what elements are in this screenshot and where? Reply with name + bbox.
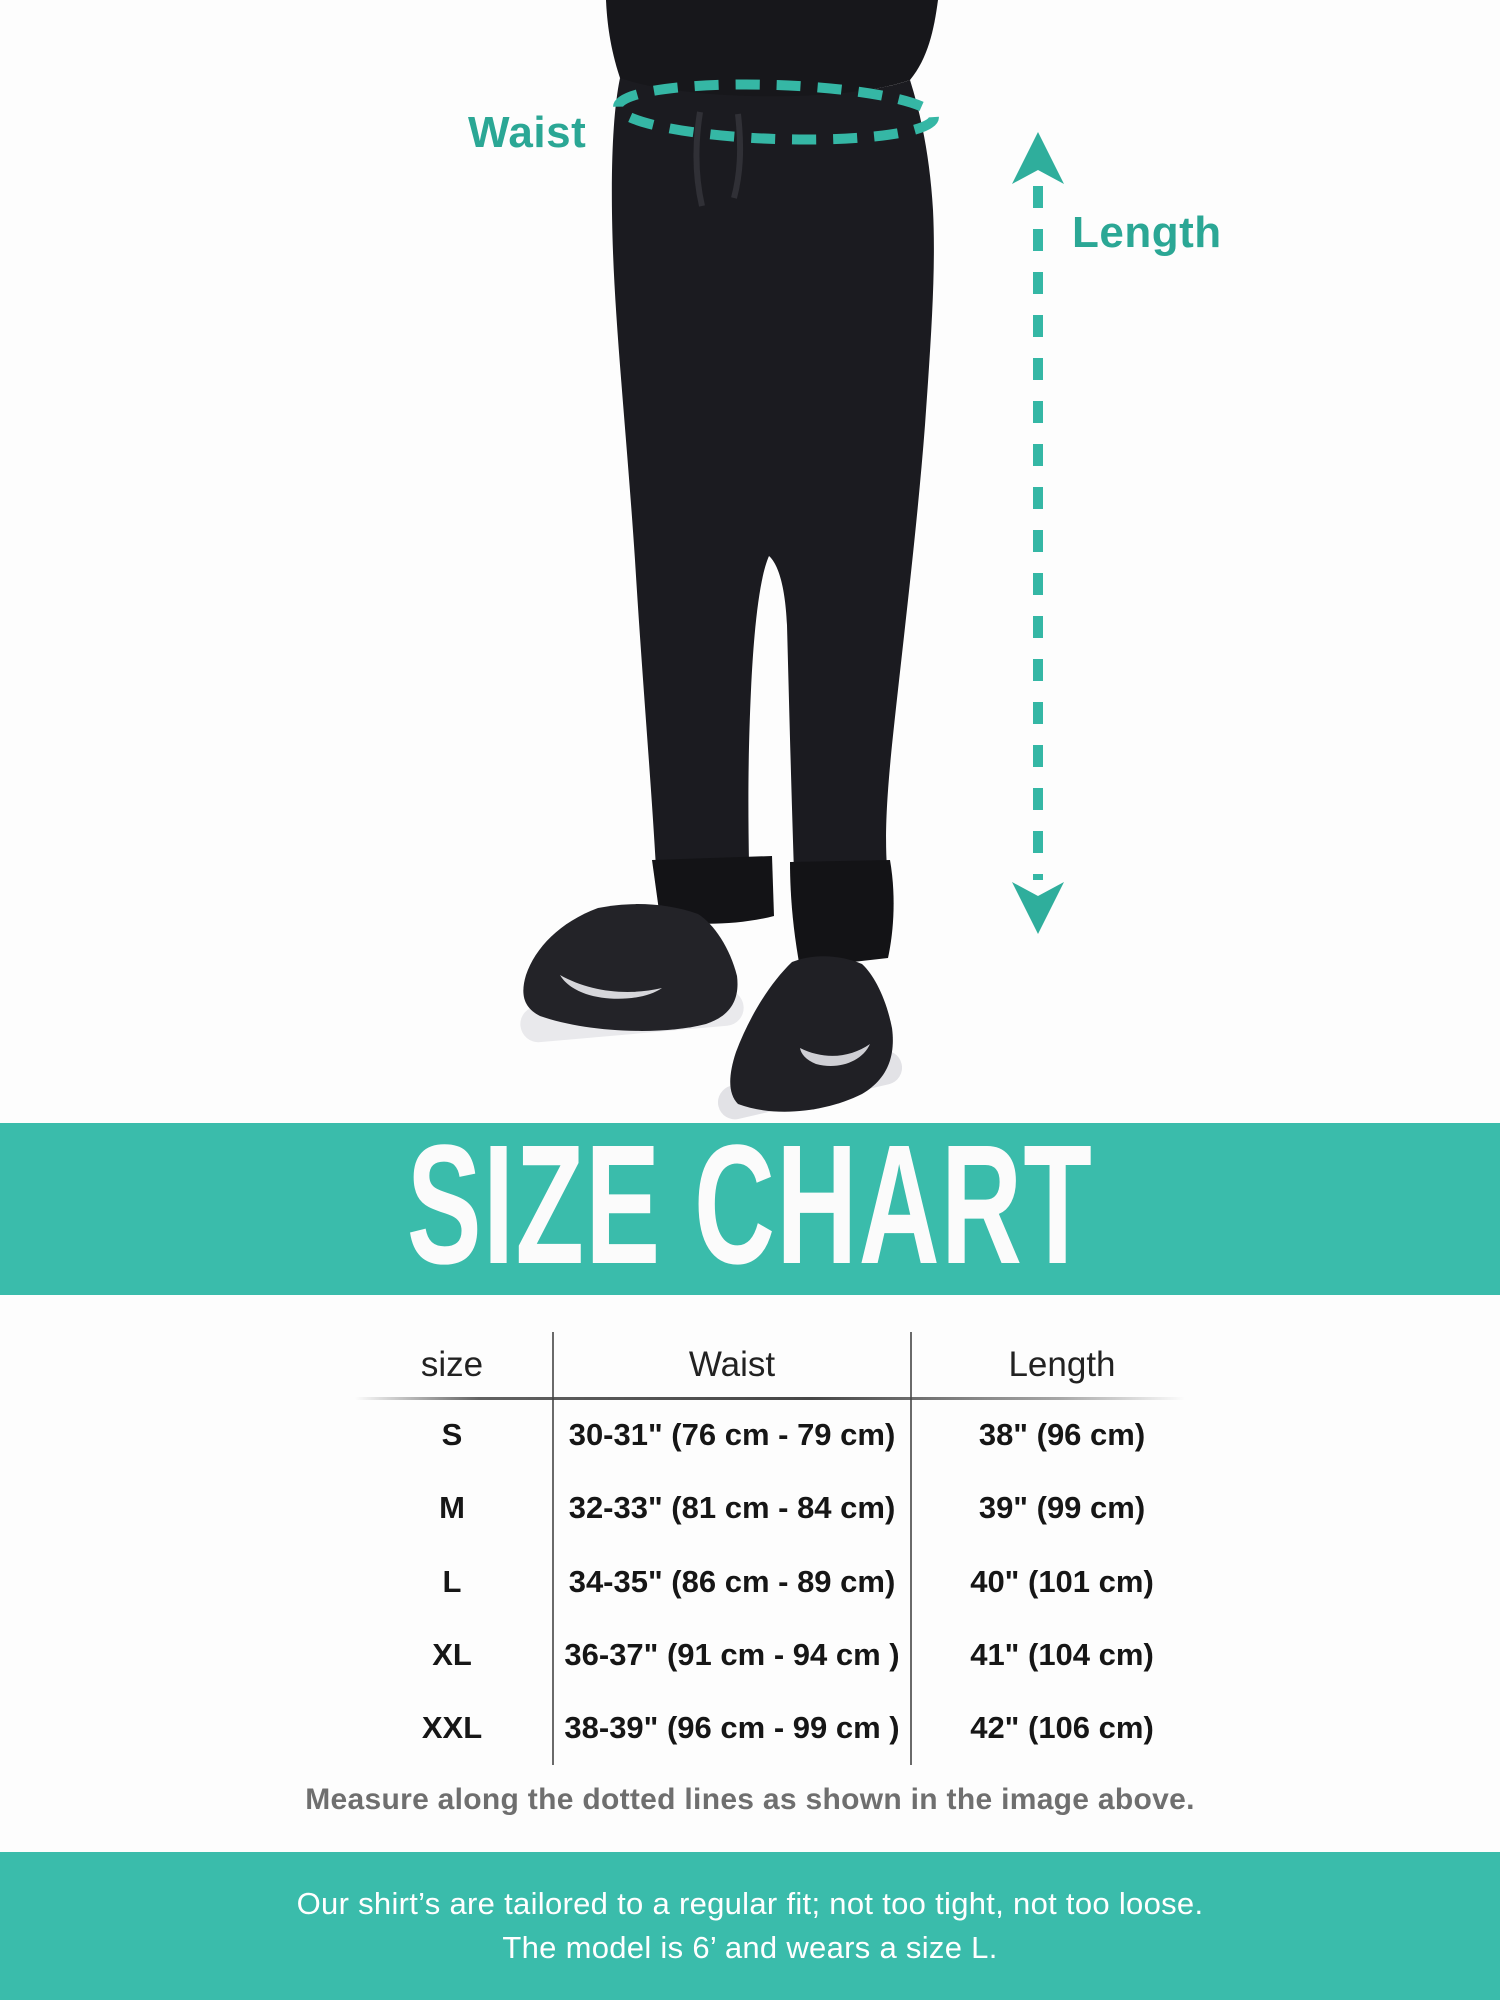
table-row: XXL 38-39" (96 cm - 99 cm ) 42" (106 cm): [352, 1691, 1212, 1766]
right-sneaker: [717, 956, 903, 1120]
size-chart-banner: SIZE CHART: [0, 1123, 1500, 1295]
cell-size: M: [439, 1490, 465, 1526]
footer-line-1: Our shirt’s are tailored to a regular fi…: [296, 1885, 1204, 1921]
waist-label: Waist: [468, 108, 587, 157]
cell-length: 41" (104 cm): [970, 1636, 1154, 1672]
model-illustration: [520, 0, 1064, 1120]
cell-length: 38" (96 cm): [978, 1416, 1146, 1452]
cell-waist: 32-33" (81 cm - 84 cm): [552, 1471, 912, 1545]
table-row: M 32-33" (81 cm - 84 cm) 39" (99 cm): [352, 1471, 1212, 1545]
cell-length: 42" (106 cm): [970, 1710, 1154, 1746]
left-cuff: [652, 856, 774, 924]
footer-note: Our shirt’s are tailored to a regular fi…: [0, 1852, 1500, 2000]
header-divider: [355, 1397, 1185, 1400]
cell-size: XXL: [421, 1710, 483, 1746]
cell-length: 39" (99 cm): [978, 1490, 1146, 1526]
left-sneaker-swoosh-icon: [560, 975, 662, 999]
cell-waist: 30-31" (76 cm - 79 cm): [552, 1398, 912, 1472]
cell-size: S: [441, 1416, 463, 1452]
drawstring: [731, 113, 744, 199]
footer-line-2: The model is 6’ and wears a size L.: [502, 1930, 998, 1965]
table-row: S 30-31" (76 cm - 79 cm) 38" (96 cm): [352, 1398, 1212, 1472]
cell-waist: 36-37" (91 cm - 94 cm ): [552, 1618, 912, 1692]
shirt: [606, 0, 938, 98]
length-label: Length: [1072, 208, 1222, 257]
cell-waist: 38-39" (96 cm - 99 cm ): [552, 1691, 912, 1766]
cell-size: XL: [432, 1636, 472, 1672]
cell-size: L: [442, 1563, 462, 1599]
left-sneaker-upper: [523, 904, 738, 1031]
measure-note: Measure along the dotted lines as shown …: [305, 1783, 1195, 1816]
length-measure-arrow: [1012, 132, 1064, 934]
product-photo: Waist Length: [468, 0, 1222, 1120]
right-sneaker-upper: [730, 956, 893, 1112]
right-sneaker-swoosh-icon: [800, 1044, 870, 1066]
left-sneaker: [520, 904, 744, 1043]
person-silhouette: [520, 0, 938, 1120]
size-table: size Waist Length S 30-31" (76 cm - 79 c…: [352, 1332, 1212, 1766]
arrow-up-icon: [1012, 132, 1064, 184]
jogger-pants: [611, 78, 934, 872]
cell-waist: 34-35" (86 cm - 89 cm): [552, 1544, 912, 1619]
banner-title: SIZE CHART: [406, 1123, 1094, 1295]
arrow-down-icon: [1012, 882, 1064, 934]
table-row: L 34-35" (86 cm - 89 cm) 40" (101 cm): [352, 1544, 1212, 1619]
table-row: XL 36-37" (91 cm - 94 cm ) 41" (104 cm): [352, 1618, 1212, 1692]
column-header-waist: Waist: [552, 1332, 912, 1398]
column-header-length: Length: [1008, 1345, 1116, 1384]
table-header-row: size Waist Length: [352, 1332, 1212, 1398]
waist-measure-ellipse: [613, 79, 939, 145]
drawstring: [693, 111, 705, 207]
right-cuff: [790, 860, 894, 968]
cell-length: 40" (101 cm): [970, 1563, 1154, 1599]
column-header-size: size: [420, 1345, 484, 1384]
